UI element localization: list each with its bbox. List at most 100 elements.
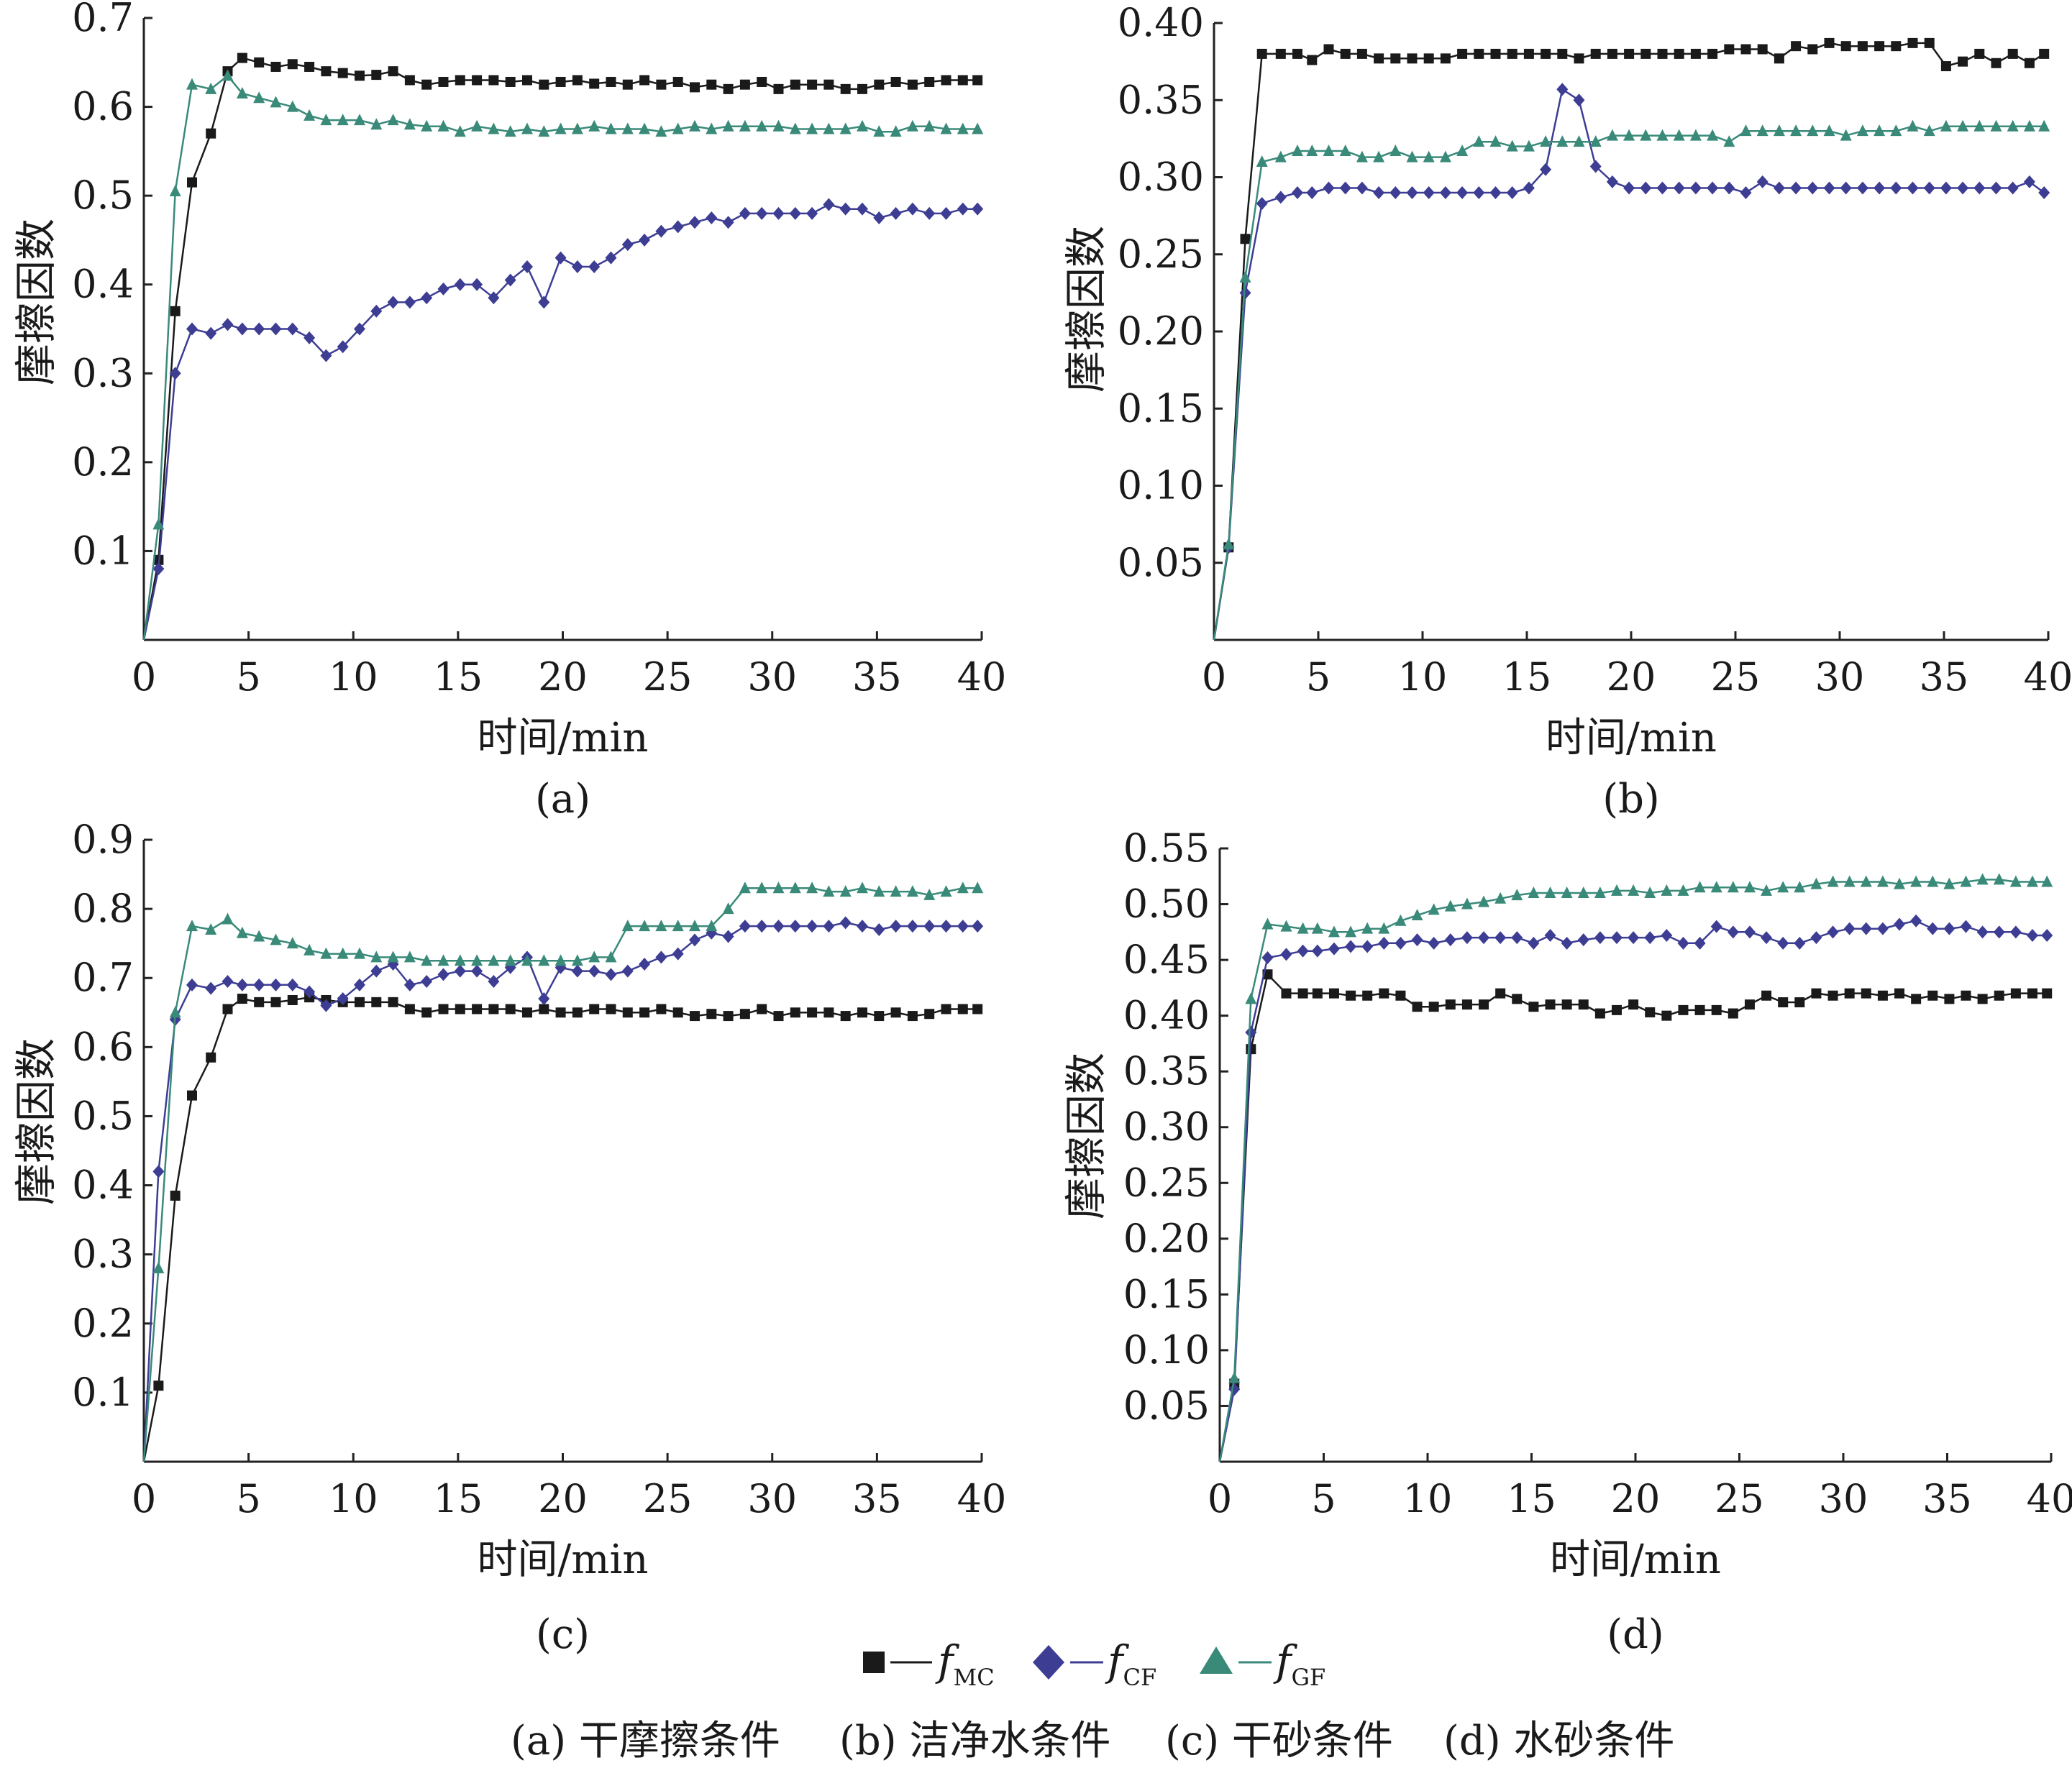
data-point (387, 114, 399, 126)
data-point (206, 1052, 216, 1063)
caption-item-d: (d) 水砂条件 (1443, 1718, 1674, 1764)
data-point (1406, 185, 1418, 199)
x-tick-label: 20 (1607, 654, 1656, 700)
data-point (152, 1261, 165, 1273)
data-point (756, 881, 768, 894)
data-point (1777, 881, 1789, 893)
data-point (1528, 1002, 1539, 1012)
data-point (2038, 185, 2050, 199)
data-point (757, 1004, 767, 1014)
x-tick-label: 20 (538, 1476, 588, 1521)
data-point (421, 119, 433, 132)
data-point (588, 951, 601, 963)
series-mc (142, 52, 983, 641)
data-point (1740, 124, 1752, 137)
y-tick-label: 0.5 (72, 1093, 134, 1138)
series-line (1213, 125, 2045, 641)
data-point (1824, 37, 1835, 48)
data-point (1943, 922, 1955, 935)
data-point (1907, 119, 1919, 132)
data-point (689, 1011, 700, 1022)
data-point (1991, 58, 2002, 68)
data-point (1993, 873, 2005, 885)
y-axis-label: 摩擦因数 (1062, 226, 1110, 393)
data-point (1907, 37, 1918, 48)
data-point (1924, 37, 1935, 48)
y-tick-label: 0.20 (1123, 1216, 1210, 1261)
data-point (840, 83, 851, 94)
series-line (142, 922, 978, 1462)
data-point (1974, 48, 1985, 59)
data-point (354, 997, 365, 1007)
y-tick-label: 0.30 (1118, 155, 1204, 200)
data-point (1528, 936, 1540, 950)
data-point (471, 964, 483, 978)
data-point (1861, 988, 1871, 999)
y-axis-label: 摩擦因数 (12, 219, 60, 385)
series-line (1213, 88, 2045, 641)
data-point (1674, 48, 1684, 59)
data-point (186, 322, 198, 336)
data-point (688, 920, 700, 932)
data-point (957, 75, 968, 86)
data-point (1823, 124, 1835, 137)
data-point (1791, 41, 1802, 52)
x-axis-label: 时间/min (1546, 715, 1717, 761)
data-point (756, 206, 768, 220)
data-point (1644, 887, 1656, 899)
legend-triangle-marker (1200, 1646, 1233, 1674)
data-point (1245, 1025, 1257, 1039)
data-point (1611, 1004, 1622, 1015)
data-point (1794, 936, 1806, 950)
data-point (1473, 135, 1485, 147)
data-point (152, 518, 165, 530)
data-point (2009, 925, 2022, 939)
data-point (488, 954, 500, 966)
data-point (455, 75, 465, 86)
x-tick-label: 30 (1815, 654, 1865, 700)
data-point (1489, 185, 1502, 199)
data-point (286, 322, 298, 336)
data-point (1940, 119, 1952, 132)
svg-text:fGF: fGF (1273, 1636, 1325, 1691)
data-point (772, 206, 785, 220)
data-point (387, 951, 399, 963)
data-point (672, 920, 684, 932)
caption-item-a: (a) 干摩擦条件 (511, 1718, 780, 1764)
data-point (1406, 150, 1418, 162)
data-point (1624, 48, 1635, 59)
data-point (672, 122, 684, 134)
svg-text:fMC: fMC (935, 1636, 995, 1691)
data-point (1490, 48, 1501, 59)
x-tick-label: 15 (434, 1476, 483, 1521)
data-point (186, 78, 198, 90)
data-point (957, 122, 969, 134)
data-point (1773, 181, 1785, 195)
data-point (304, 331, 316, 344)
data-point (1512, 994, 1523, 1004)
data-point (890, 885, 902, 897)
data-point (1894, 877, 1906, 889)
data-point (572, 1007, 583, 1018)
data-point (924, 76, 935, 87)
data-point (1389, 145, 1402, 157)
data-point (839, 202, 852, 216)
data-point (1506, 139, 1518, 152)
data-point (722, 902, 734, 915)
data-point (1561, 999, 1572, 1010)
data-point (1323, 145, 1335, 157)
data-point (1958, 56, 1968, 67)
data-point (1976, 873, 1989, 885)
data-point (404, 1004, 415, 1014)
data-point (1346, 990, 1356, 1001)
data-point (1474, 48, 1484, 59)
x-tick-label: 15 (434, 654, 483, 700)
data-point (605, 968, 617, 981)
data-point (403, 978, 416, 991)
data-point (1439, 185, 1451, 199)
x-tick-label: 35 (852, 654, 902, 700)
y-tick-label: 0.35 (1118, 77, 1204, 122)
data-point (1661, 1010, 1672, 1021)
data-point (270, 978, 282, 991)
data-point (1561, 936, 1573, 950)
